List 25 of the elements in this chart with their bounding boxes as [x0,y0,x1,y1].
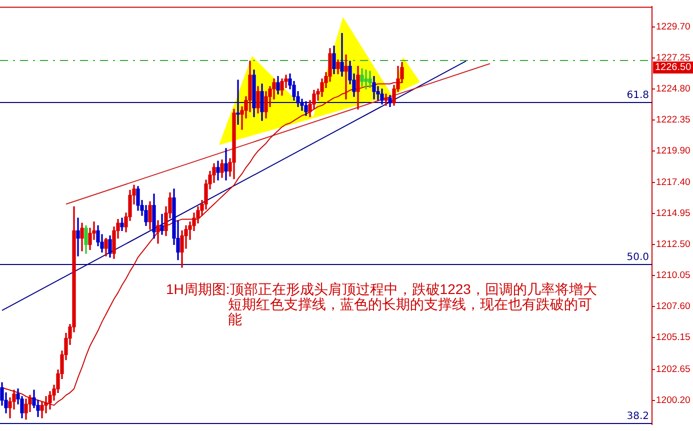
y-tick-label: 1207.60 [656,301,690,312]
candlestick [236,80,240,125]
annotation: 38.2 [626,411,649,422]
candlestick [364,70,368,90]
y-tick-label: 1205.15 [656,332,690,344]
annotation: 50.0 [626,252,649,264]
y-tick-label: 1210.05 [656,270,690,282]
y-tick-label: 1222.35 [656,114,690,126]
y-tick-label: 1212.50 [656,239,690,250]
y-tick-label: 1214.95 [656,208,690,220]
candlestick [224,148,228,180]
y-tick-label: 1217.40 [656,177,690,188]
y-tick-label: 1219.90 [656,146,690,157]
candlestick [384,94,388,106]
y-tick-label: 1227.25 [656,52,690,64]
text: 1226.50 [655,62,692,74]
y-tick-label: 1200.20 [656,394,690,406]
y-tick-label: 1224.80 [656,84,690,95]
candlestick [76,218,80,256]
annotation: 1H周期图:顶部正在形成头肩顶过程中，跌破1223，回调的几率将增大短期红色支撑线，蓝色的长期的支撑线，现在也有跌破的可能 [166,281,598,327]
candlestick [340,32,344,77]
y-tick-label: 1202.65 [656,364,690,375]
y-tick-label: 1229.70 [656,22,690,33]
candlestick [344,54,348,100]
annotation: 61.8 [626,90,649,102]
